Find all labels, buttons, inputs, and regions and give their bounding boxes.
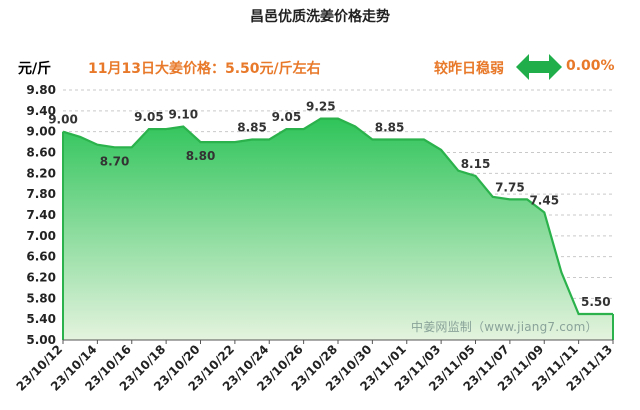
y-tick-label: 6.60: [26, 250, 56, 264]
double-arrow-icon: [516, 54, 562, 80]
chart-title: 昌邑优质洗姜价格走势: [250, 9, 390, 25]
y-tick-label: 5.00: [26, 333, 56, 347]
data-label: 9.00: [48, 113, 78, 127]
data-label: 8.15: [461, 157, 491, 171]
data-label: 5.50: [581, 295, 611, 309]
y-tick-label: 5.40: [26, 312, 56, 326]
data-labels: 9.00 8.70 9.05 9.10 8.80 8.85 9.05 9.25 8.85 8.15…: [48, 100, 610, 309]
data-label: 7.75: [495, 180, 525, 194]
data-label: 9.10: [169, 107, 199, 121]
y-tick-label: 6.20: [26, 271, 56, 285]
change-label: 较昨日稳弱: [434, 61, 504, 77]
data-label: 9.05: [272, 110, 302, 124]
y-tick-label: 7.00: [26, 229, 56, 243]
y-tick-label: 8.60: [26, 146, 56, 160]
y-tick-label: 7.40: [26, 208, 56, 222]
y-tick-label: 8.20: [26, 166, 56, 180]
plot-area: [62, 117, 614, 340]
y-tick-label: 9.40: [26, 104, 56, 118]
y-tick-label: 7.80: [26, 187, 56, 201]
y-tick-label: 9.00: [26, 125, 56, 139]
y-tick-label: 5.80: [26, 291, 56, 305]
data-label: 9.05: [134, 110, 164, 124]
data-label: 9.25: [306, 100, 336, 114]
watermark: 中姜网监制（www.jiang7.com）: [411, 320, 598, 334]
data-label: 8.85: [237, 120, 267, 134]
price-area: [63, 118, 613, 340]
data-label: 8.70: [100, 154, 130, 168]
y-tick-label: 9.80: [26, 83, 56, 97]
data-label: 7.45: [529, 193, 559, 207]
y-axis-unit: 元/斤: [18, 61, 52, 77]
data-label: 8.85: [375, 120, 405, 134]
price-note: 11月13日大姜价格：5.50元/斤左右: [88, 61, 321, 77]
change-percent: 0.00%: [566, 58, 615, 74]
price-line: [62, 117, 613, 316]
data-label: 8.80: [186, 149, 216, 163]
